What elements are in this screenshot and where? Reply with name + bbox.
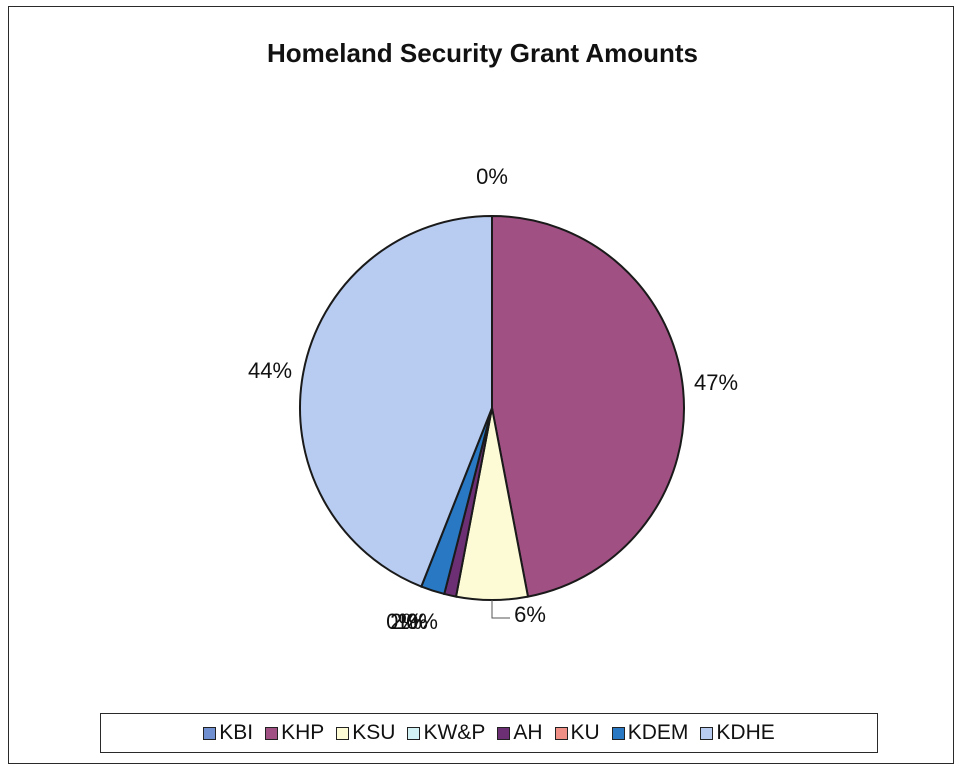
legend-item-khp: KHP: [265, 721, 324, 745]
legend-item-kw-p: KW&P: [407, 721, 485, 745]
legend-label: KU: [570, 721, 600, 744]
legend-label: KHP: [281, 721, 325, 744]
leader-line-ksu: [491, 600, 510, 619]
data-label-kbi: 0%: [476, 164, 508, 189]
legend-item-kdem: KDEM: [611, 721, 689, 745]
data-label-ksu: 6%: [514, 602, 546, 627]
data-label-ah: 1%: [396, 609, 428, 634]
legend-label: KDHE: [716, 721, 775, 744]
legend-item-kdhe: KDHE: [700, 721, 775, 745]
legend-swatch: [611, 726, 625, 740]
legend-swatch: [407, 726, 421, 740]
legend-item-ksu: KSU: [336, 721, 395, 745]
legend-swatch: [265, 726, 279, 740]
legend-label: KW&P: [423, 721, 486, 744]
data-label-kw-p: 0%: [386, 609, 418, 634]
legend-item-ku: KU: [554, 721, 600, 745]
legend-item-kbi: KBI: [203, 721, 253, 745]
data-label-kdhe: 44%: [248, 358, 292, 383]
legend-swatch: [336, 726, 350, 740]
data-label-kdem: 2%: [390, 609, 422, 634]
data-label-ku: 0%: [406, 609, 438, 634]
legend-label: KSU: [352, 721, 396, 744]
legend-label: KBI: [219, 721, 254, 744]
pie-slice-khp: [491, 214, 685, 598]
pie-slice-kdhe: [299, 214, 493, 588]
chart-title: Homeland Security Grant Amounts: [267, 38, 698, 68]
legend-label: KDEM: [627, 721, 689, 744]
legend-swatch: [497, 726, 511, 740]
legend-swatch: [554, 726, 568, 740]
legend-swatch: [700, 726, 714, 740]
legend-item-ah: AH: [497, 721, 543, 745]
data-label-khp: 47%: [694, 370, 738, 395]
legend-label: AH: [513, 721, 543, 744]
chart-legend: KBI KHP KSU KW&P AH KU KDEM KDHE: [100, 713, 878, 753]
legend-swatch: [203, 726, 217, 740]
